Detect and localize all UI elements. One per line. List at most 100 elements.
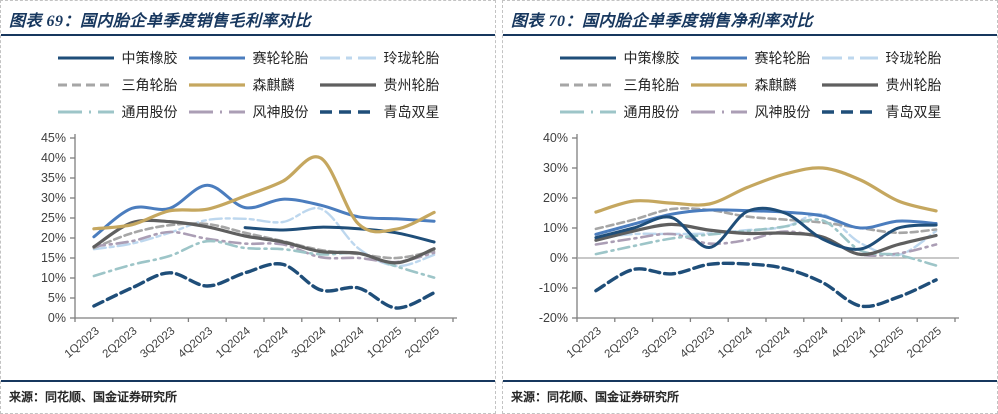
- x-axis-label: 1Q2023: [565, 325, 604, 361]
- y-axis-label: 30%: [41, 191, 66, 205]
- y-axis-label: 40%: [41, 151, 66, 165]
- series-line: [594, 207, 938, 235]
- x-axis-label: 4Q2024: [327, 325, 367, 361]
- y-axis-label: 45%: [41, 131, 66, 145]
- series-line: [594, 222, 938, 257]
- y-axis-label: 20%: [543, 191, 568, 205]
- legend-item: 中策橡胶: [559, 48, 680, 68]
- source-note: 来源：同花顺、国金证券研究所: [511, 390, 680, 404]
- legend-label: 青岛双星: [383, 106, 440, 121]
- x-axis-label: 4Q2024: [829, 325, 869, 361]
- legend-line-swatch: [559, 110, 616, 114]
- legend-line-swatch: [559, 56, 616, 60]
- series-line: [594, 218, 938, 267]
- legend-line-swatch: [821, 110, 878, 114]
- legend-line-swatch: [57, 110, 114, 114]
- legend-line-swatch: [319, 110, 376, 114]
- chart-area: 中策橡胶 赛轮轮胎 玲珑轮胎三角轮胎 森麒麟 贵州轮胎通用股份 风神股份 青岛双星 -20% -…: [503, 36, 997, 380]
- legend-label: 三角轮胎: [623, 79, 680, 94]
- legend-label: 中策橡胶: [623, 52, 680, 67]
- legend-label: 森麒麟: [252, 79, 295, 94]
- legend-item: 中策橡胶: [57, 48, 178, 68]
- x-axis-label: 3Q2023: [138, 325, 177, 361]
- x-axis-label: 2Q2023: [603, 325, 642, 361]
- y-axis-label: 35%: [41, 171, 66, 185]
- legend-label: 通用股份: [623, 106, 680, 121]
- legend-line-swatch: [57, 83, 114, 87]
- title-rule: [503, 34, 997, 36]
- y-axis-label: -10%: [539, 281, 568, 295]
- legend-label: 三角轮胎: [121, 79, 178, 94]
- legend-label: 玲珑轮胎: [383, 52, 440, 67]
- legend-item: 贵州轮胎: [319, 75, 440, 95]
- y-axis-label: 0%: [550, 251, 568, 265]
- series-line: [594, 261, 938, 309]
- x-axis-label: 2Q2023: [101, 325, 140, 361]
- series-line: [92, 183, 436, 239]
- x-axis-label: 4Q2023: [678, 325, 717, 361]
- y-axis-label: 25%: [41, 211, 66, 225]
- legend-line-swatch: [319, 83, 376, 87]
- legend-item: 青岛双星: [319, 102, 440, 122]
- legend-item: 森麒麟: [690, 75, 811, 95]
- series-line: [92, 230, 436, 264]
- legend-line-swatch: [690, 56, 747, 60]
- legend-label: 中策橡胶: [121, 52, 178, 67]
- legend-line-swatch: [690, 110, 747, 114]
- legend-item: 通用股份: [559, 102, 680, 122]
- y-axis-label: 15%: [41, 251, 66, 265]
- legend-label: 玲珑轮胎: [885, 52, 942, 67]
- series-line: [594, 230, 938, 257]
- legend-label: 青岛双星: [885, 106, 942, 121]
- legend-label: 贵州轮胎: [885, 79, 942, 94]
- y-axis-label: 30%: [543, 161, 568, 175]
- legend-line-swatch: [821, 83, 878, 87]
- legend-item: 赛轮轮胎: [188, 48, 309, 68]
- bottom-rule: [503, 380, 997, 382]
- y-axis-label: 20%: [41, 231, 66, 245]
- panel-title: 图表 69：国内胎企单季度销售毛利率对比: [9, 13, 312, 30]
- x-axis-label: 1Q2024: [214, 325, 254, 361]
- x-axis-label: 4Q2023: [176, 325, 215, 361]
- legend-item: 赛轮轮胎: [690, 48, 811, 68]
- x-axis-label: 2Q2024: [252, 325, 292, 361]
- y-axis-label: 5%: [48, 291, 66, 305]
- legend-line-swatch: [188, 56, 245, 60]
- legend-line-swatch: [690, 83, 747, 87]
- series-line: [594, 206, 938, 251]
- legend-label: 森麒麟: [754, 79, 797, 94]
- x-axis-label: 1Q2025: [365, 325, 404, 361]
- legend-item: 通用股份: [57, 102, 178, 122]
- x-axis-label: 2Q2025: [403, 325, 442, 361]
- x-axis-label: 2Q2024: [754, 325, 794, 361]
- bottom-rule: [1, 380, 495, 382]
- legend-label: 通用股份: [121, 106, 178, 121]
- legend-line-swatch: [319, 56, 376, 60]
- series-line: [243, 225, 436, 244]
- x-axis-label: 1Q2023: [63, 325, 102, 361]
- legend-label: 风神股份: [754, 106, 811, 121]
- legend-label: 贵州轮胎: [383, 79, 440, 94]
- series-line: [92, 262, 436, 310]
- series-line: [92, 155, 436, 234]
- legend-item: 三角轮胎: [559, 75, 680, 95]
- legend-line-swatch: [559, 83, 616, 87]
- x-axis-label: 1Q2024: [716, 325, 756, 361]
- legend-item: 贵州轮胎: [821, 75, 942, 95]
- legend-label: 赛轮轮胎: [252, 52, 309, 67]
- panel-title: 图表 70：国内胎企单季度销售净利率对比: [511, 13, 814, 30]
- y-axis-label: -20%: [539, 311, 568, 325]
- line-chart: -20% -10% 0% 10% 20% 30% 40% 1Q20232Q20233Q2023…: [539, 131, 959, 361]
- legend-item: 青岛双星: [821, 102, 942, 122]
- legend-item: 三角轮胎: [57, 75, 178, 95]
- legend-item: 玲珑轮胎: [319, 48, 440, 68]
- line-chart: 0% 5% 10% 15% 20% 25% 30% 35% 40% 45% 1Q20232Q2023…: [41, 131, 457, 361]
- y-axis-label: 40%: [543, 131, 568, 145]
- series-line: [92, 222, 436, 260]
- legend-line-swatch: [57, 56, 114, 60]
- source-note: 来源：同花顺、国金证券研究所: [9, 390, 178, 404]
- panel-gross-margin: 图表 69：国内胎企单季度销售毛利率对比 中策橡胶 赛轮轮胎 玲珑轮胎三角轮胎 森麒麟…: [0, 0, 496, 414]
- chart-area: 中策橡胶 赛轮轮胎 玲珑轮胎 三角轮胎 森麒麟 贵州轮胎 通用股份 风神股份 青岛双星 0% 5% 1…: [1, 36, 495, 380]
- legend-line-swatch: [188, 110, 245, 114]
- series-line: [594, 166, 938, 214]
